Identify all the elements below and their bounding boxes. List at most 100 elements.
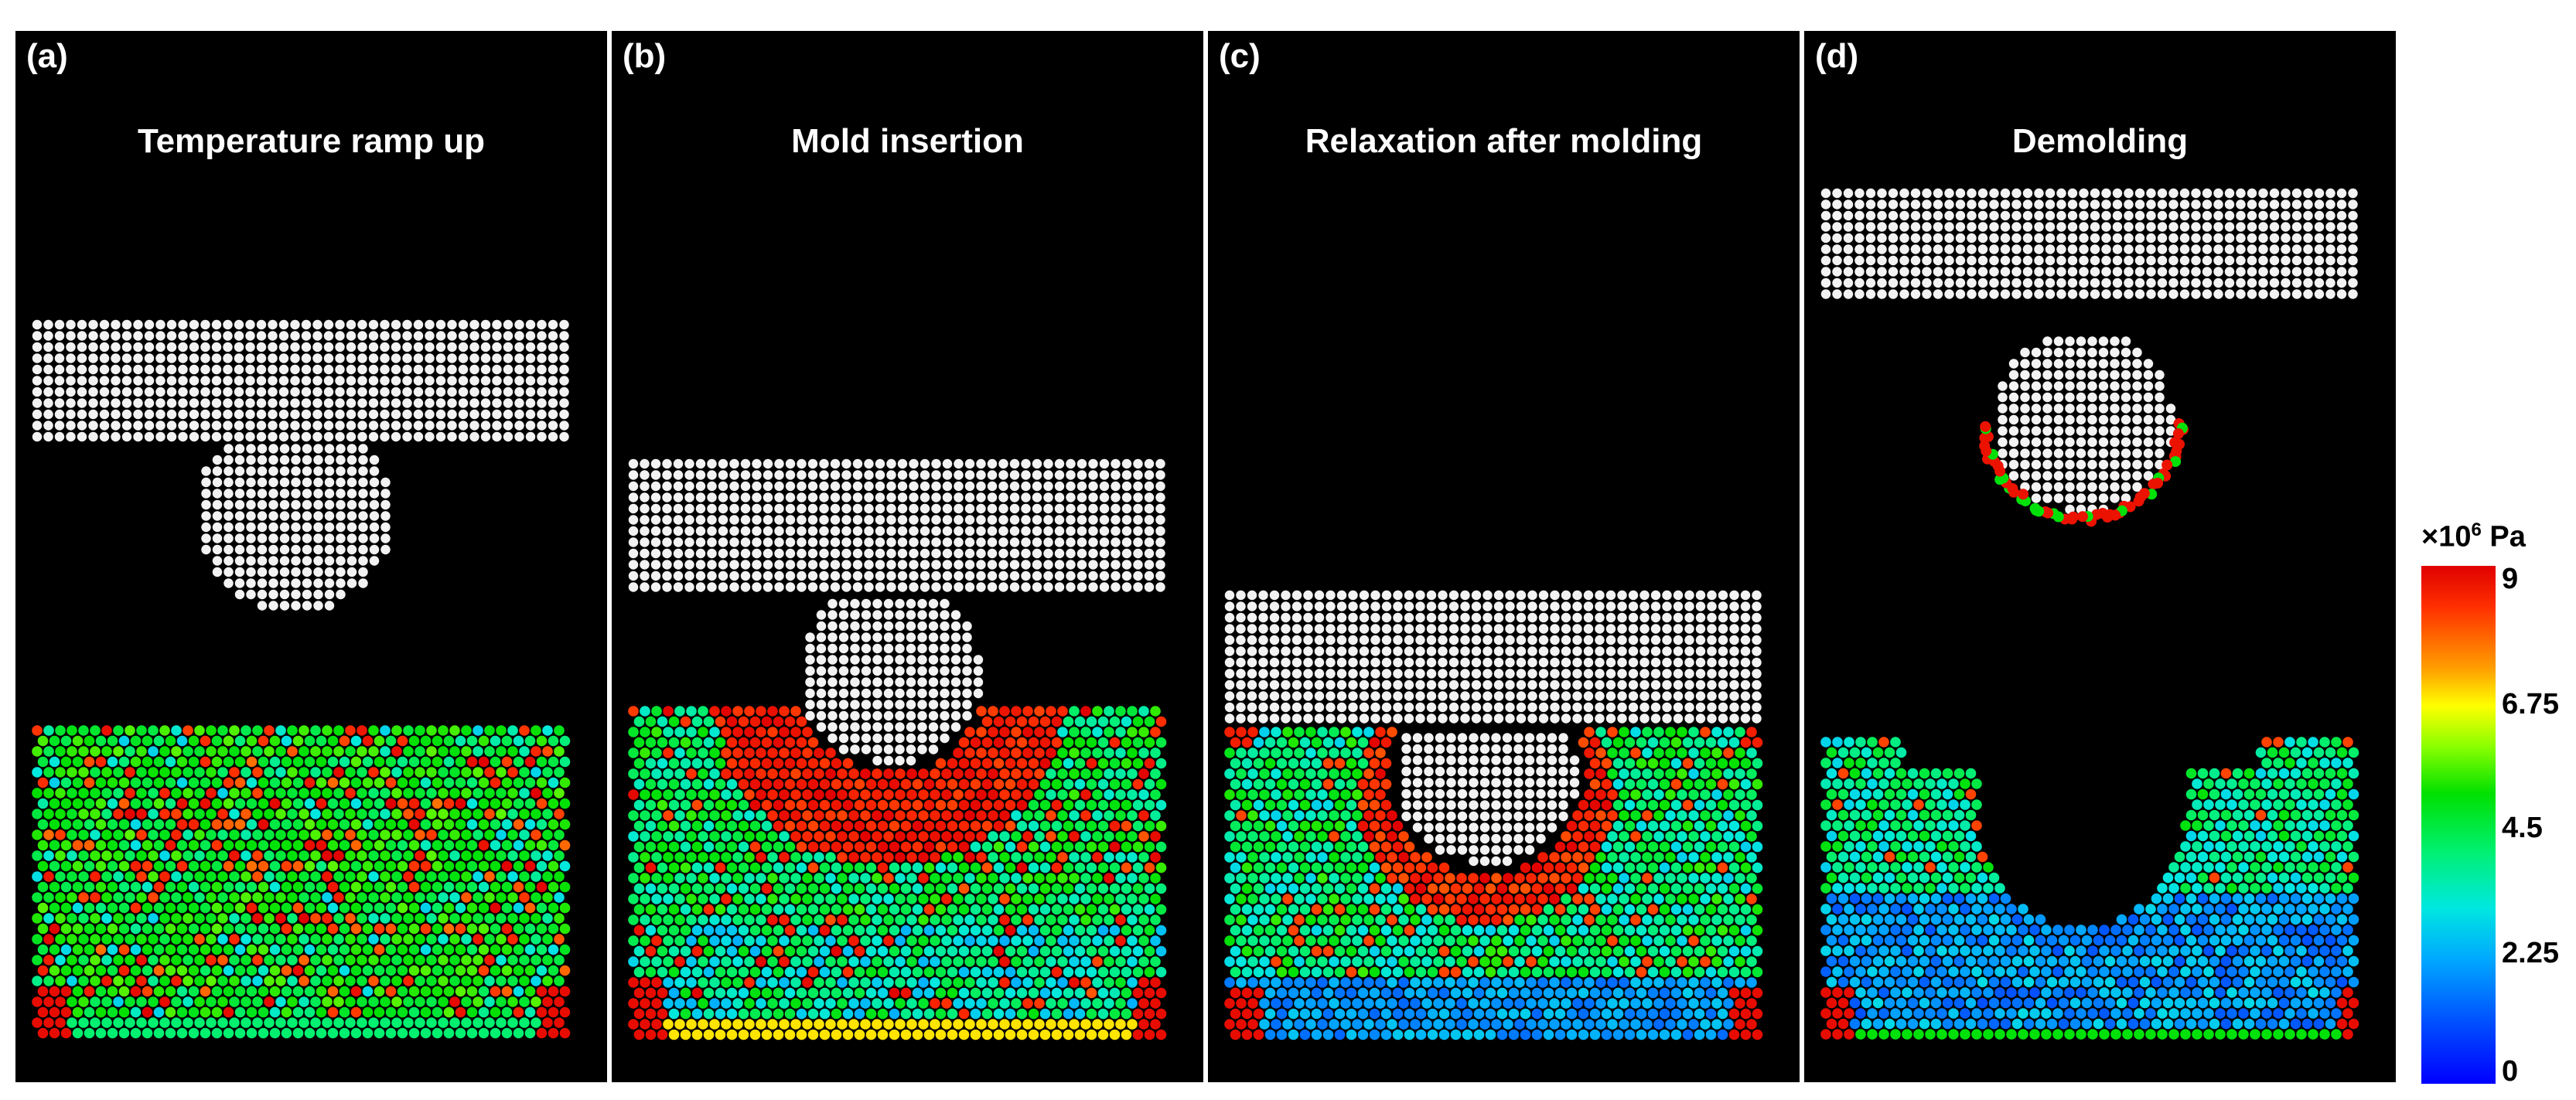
particle xyxy=(816,700,827,710)
particle xyxy=(715,1029,726,1040)
particle xyxy=(790,914,801,925)
particle xyxy=(976,810,987,821)
particle xyxy=(310,892,321,903)
particle xyxy=(1729,657,1739,668)
particle xyxy=(415,809,425,819)
particle xyxy=(1583,657,1594,668)
particle xyxy=(852,492,863,502)
particle xyxy=(415,788,425,799)
particle xyxy=(981,862,993,874)
particle xyxy=(1097,778,1109,790)
particle xyxy=(767,706,778,717)
particle xyxy=(1583,646,1594,656)
particle xyxy=(1303,702,1313,713)
particle xyxy=(435,409,446,420)
particle xyxy=(715,841,726,853)
particle xyxy=(726,925,738,936)
particle xyxy=(345,850,356,861)
particle xyxy=(958,966,970,978)
particle xyxy=(1258,646,1268,656)
particle xyxy=(461,767,472,778)
particle xyxy=(43,788,54,799)
particle xyxy=(1538,702,1549,713)
particle xyxy=(976,526,986,536)
particle xyxy=(327,735,339,747)
particle xyxy=(425,364,435,375)
particle xyxy=(188,860,200,872)
particle xyxy=(95,777,107,788)
particle xyxy=(1448,612,1459,623)
particle xyxy=(275,1017,286,1028)
particle xyxy=(1314,590,1325,601)
particle xyxy=(1370,702,1380,713)
particle xyxy=(290,342,300,352)
particle xyxy=(380,996,391,1007)
particle xyxy=(299,955,309,965)
particle xyxy=(1028,778,1039,790)
particle xyxy=(469,398,479,408)
particle xyxy=(645,987,657,999)
particle xyxy=(1550,646,1560,656)
particle xyxy=(113,788,124,799)
particle xyxy=(976,977,987,988)
particle xyxy=(906,598,916,609)
particle xyxy=(1088,515,1098,525)
particle xyxy=(709,956,720,967)
particle xyxy=(1121,716,1132,727)
particle xyxy=(278,319,289,330)
particle xyxy=(95,965,107,976)
particle xyxy=(1605,612,1616,623)
particle xyxy=(1404,646,1414,656)
particle xyxy=(301,331,312,341)
particle xyxy=(981,737,993,748)
particle xyxy=(350,777,362,788)
particle xyxy=(886,548,896,559)
particle xyxy=(831,904,842,915)
particle xyxy=(49,902,60,914)
particle xyxy=(752,526,762,536)
particle xyxy=(889,799,900,811)
particle xyxy=(525,387,536,397)
particle xyxy=(368,353,379,363)
particle xyxy=(1457,778,1468,788)
particle xyxy=(496,850,507,861)
particle xyxy=(66,398,76,408)
particle xyxy=(189,409,200,420)
particle xyxy=(1097,945,1109,957)
particle xyxy=(1740,624,1751,634)
particle xyxy=(234,431,244,442)
particle xyxy=(906,733,916,744)
particle xyxy=(95,923,107,935)
particle xyxy=(257,444,268,454)
particle xyxy=(490,986,501,997)
particle xyxy=(258,1006,269,1018)
particle xyxy=(1039,841,1051,853)
particle xyxy=(66,353,76,363)
particle xyxy=(443,902,455,914)
particle xyxy=(1039,778,1051,790)
particle xyxy=(964,458,975,469)
particle xyxy=(830,537,841,547)
particle xyxy=(1479,744,1490,754)
particle xyxy=(1155,883,1167,894)
particle xyxy=(875,560,885,570)
particle xyxy=(484,871,495,882)
particle xyxy=(357,767,367,778)
particle xyxy=(837,998,848,1009)
particle xyxy=(923,966,935,978)
particle xyxy=(726,820,738,832)
particle xyxy=(350,860,362,872)
particle xyxy=(55,1017,66,1028)
particle xyxy=(212,556,223,566)
particle xyxy=(785,570,796,581)
particle xyxy=(1034,998,1045,1009)
particle xyxy=(43,387,53,397)
particle xyxy=(322,976,333,986)
particle xyxy=(217,955,228,965)
particle xyxy=(159,913,170,924)
particle xyxy=(784,925,796,936)
particle xyxy=(673,548,684,559)
particle xyxy=(1127,873,1138,884)
particle xyxy=(1303,713,1313,724)
particle xyxy=(1448,646,1459,656)
